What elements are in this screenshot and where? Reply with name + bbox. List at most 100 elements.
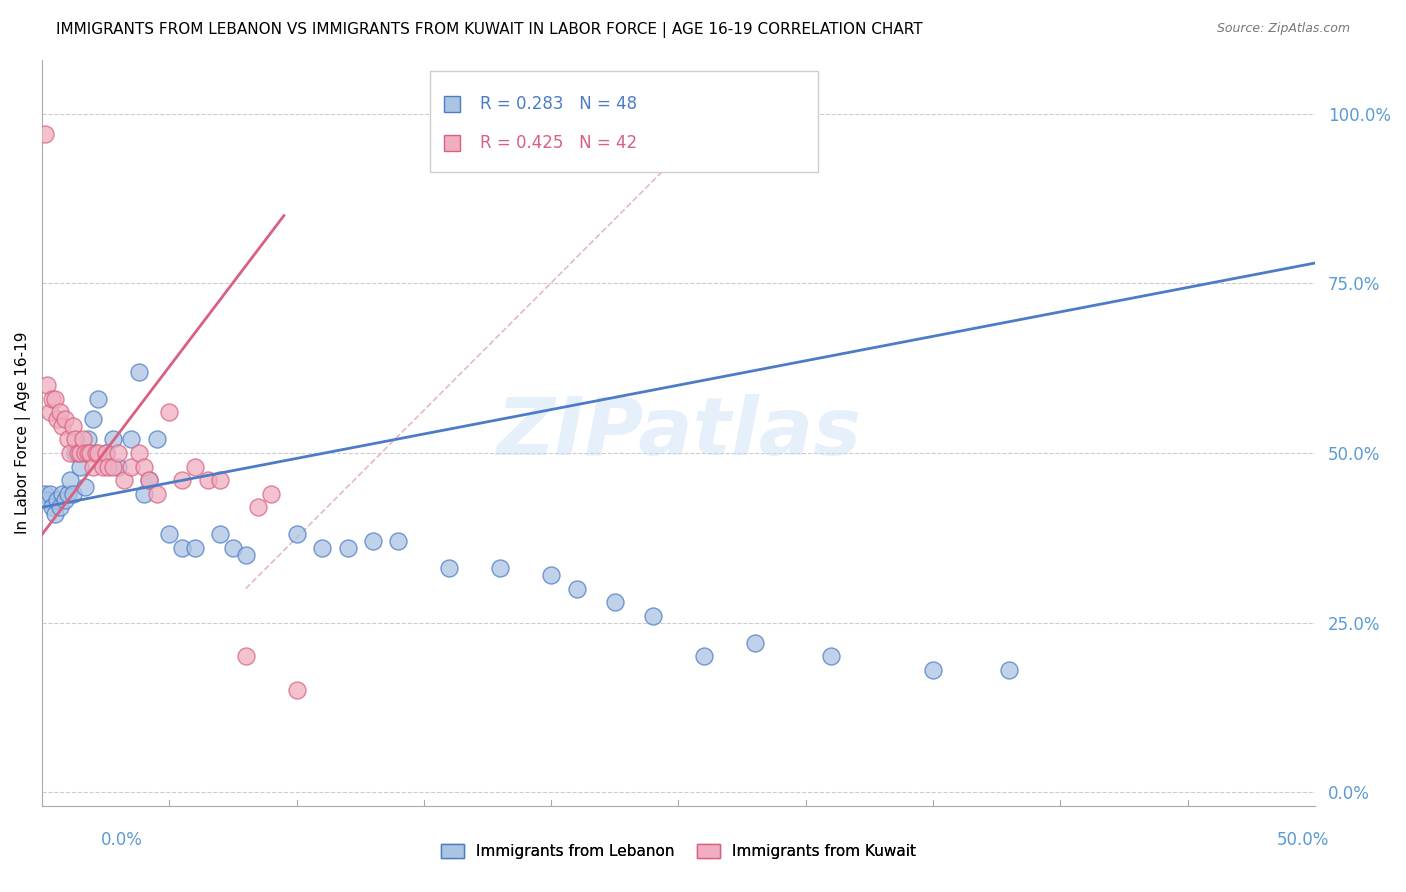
Point: [51, 486, 73, 500]
Point: [387, 534, 409, 549]
Point: [37, 493, 59, 508]
Point: [41, 500, 63, 515]
Point: [693, 649, 716, 664]
Point: [59, 446, 82, 460]
Point: [285, 527, 308, 541]
Point: [222, 541, 245, 555]
Point: [744, 636, 766, 650]
Point: [138, 473, 160, 487]
Point: [247, 500, 270, 515]
Point: [209, 473, 232, 487]
Point: [132, 459, 155, 474]
Point: [75, 480, 97, 494]
Point: [128, 365, 150, 379]
Point: [44, 507, 66, 521]
Point: [49, 500, 72, 515]
Point: [82, 412, 104, 426]
Point: [72, 433, 94, 447]
Point: [820, 649, 842, 664]
Point: [75, 446, 97, 460]
Point: [34, 127, 56, 141]
Point: [53, 412, 76, 426]
Point: [489, 561, 512, 575]
Point: [172, 541, 194, 555]
Point: [62, 418, 84, 433]
Point: [285, 683, 308, 698]
Point: [91, 459, 114, 474]
Point: [66, 446, 89, 460]
Text: 50.0%: 50.0%: [1277, 831, 1329, 849]
Point: [59, 473, 82, 487]
Point: [34, 486, 56, 500]
Point: [46, 412, 69, 426]
Point: [128, 446, 150, 460]
Point: [260, 486, 283, 500]
Point: [138, 473, 160, 487]
Text: IMMIGRANTS FROM LEBANON VS IMMIGRANTS FROM KUWAIT IN LABOR FORCE | AGE 16-19 COR: IMMIGRANTS FROM LEBANON VS IMMIGRANTS FR…: [56, 22, 922, 38]
Point: [145, 486, 167, 500]
Point: [107, 446, 129, 460]
Point: [46, 493, 69, 508]
Point: [540, 568, 562, 582]
Point: [172, 473, 194, 487]
Legend: Immigrants from Lebanon, Immigrants from Kuwait: Immigrants from Lebanon, Immigrants from…: [434, 838, 922, 865]
Point: [565, 582, 588, 596]
Point: [439, 561, 461, 575]
Text: 0.0%: 0.0%: [101, 831, 143, 849]
Point: [184, 541, 207, 555]
FancyBboxPatch shape: [430, 70, 818, 171]
Point: [107, 459, 129, 474]
Point: [132, 486, 155, 500]
Text: ZIPatlas: ZIPatlas: [496, 393, 860, 472]
Point: [79, 446, 101, 460]
Point: [145, 433, 167, 447]
Point: [103, 459, 125, 474]
Point: [38, 486, 60, 500]
Point: [197, 473, 219, 487]
Point: [157, 527, 180, 541]
Point: [44, 392, 66, 406]
Point: [51, 418, 73, 433]
Point: [361, 534, 384, 549]
Point: [63, 433, 86, 447]
Point: [998, 663, 1021, 677]
Point: [49, 405, 72, 419]
Text: Source: ZipAtlas.com: Source: ZipAtlas.com: [1216, 22, 1350, 36]
Point: [56, 433, 79, 447]
Point: [69, 459, 91, 474]
Point: [56, 486, 79, 500]
Point: [94, 446, 117, 460]
Text: R = 0.425   N = 42: R = 0.425 N = 42: [479, 134, 637, 152]
Point: [235, 649, 257, 664]
Point: [120, 459, 142, 474]
Point: [336, 541, 359, 555]
Point: [209, 527, 232, 541]
Point: [53, 493, 76, 508]
Point: [77, 446, 100, 460]
Point: [37, 378, 59, 392]
Point: [112, 473, 135, 487]
Point: [41, 392, 63, 406]
Point: [87, 446, 110, 460]
Point: [184, 459, 207, 474]
Y-axis label: In Labor Force | Age 16-19: In Labor Force | Age 16-19: [15, 331, 31, 534]
Point: [94, 446, 117, 460]
Point: [97, 459, 120, 474]
Point: [103, 433, 125, 447]
Point: [84, 446, 107, 460]
Text: R = 0.283   N = 48: R = 0.283 N = 48: [479, 95, 637, 113]
Point: [82, 459, 104, 474]
Point: [62, 486, 84, 500]
Point: [235, 548, 257, 562]
Point: [641, 608, 664, 623]
Point: [87, 392, 110, 406]
Point: [120, 433, 142, 447]
Point: [38, 405, 60, 419]
Point: [603, 595, 626, 609]
Point: [922, 663, 945, 677]
Point: [157, 405, 180, 419]
Point: [63, 446, 86, 460]
Point: [77, 433, 100, 447]
Point: [311, 541, 333, 555]
Point: [69, 446, 91, 460]
